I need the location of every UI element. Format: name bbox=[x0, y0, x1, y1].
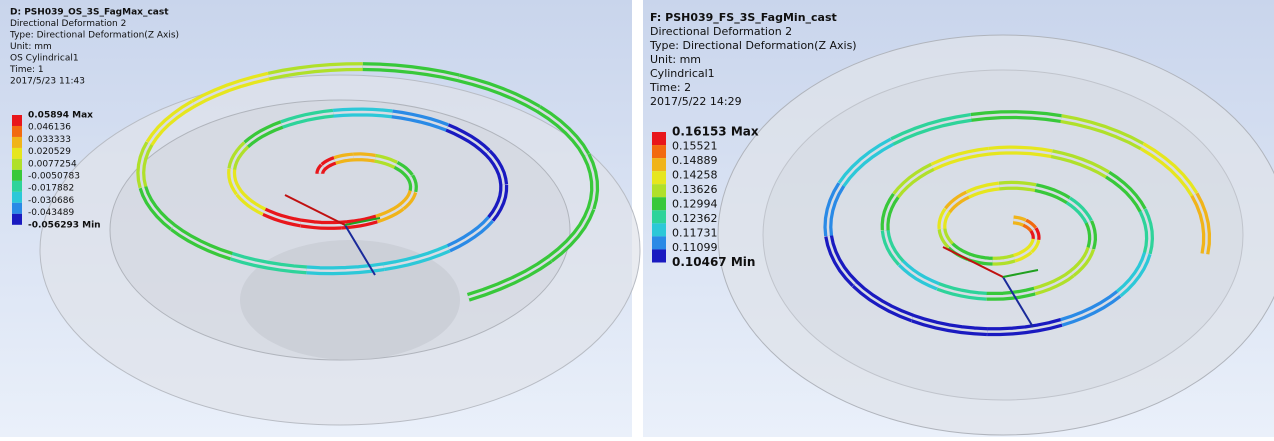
legend-swatch bbox=[12, 203, 22, 214]
result-info: Unit: mm bbox=[10, 42, 52, 52]
legend-swatch bbox=[12, 170, 22, 181]
result-info: Cylindrical1 bbox=[650, 67, 715, 80]
legend-label: 0.020529 bbox=[28, 147, 71, 157]
result-title: F: PSH039_FS_3S_FagMin_cast bbox=[650, 11, 837, 24]
legend-swatch bbox=[12, 192, 22, 203]
legend-swatch bbox=[652, 132, 666, 145]
page: D: PSH039_OS_3S_FagMax_castDirectional D… bbox=[0, 0, 1274, 437]
legend-label: 0.12362 bbox=[672, 212, 718, 225]
result-info: Unit: mm bbox=[650, 53, 701, 66]
result-info: Time: 1 bbox=[9, 65, 44, 75]
legend-label: 0.05894 Max bbox=[28, 111, 93, 121]
legend-swatch bbox=[12, 159, 22, 170]
result-info: Directional Deformation 2 bbox=[650, 25, 792, 38]
legend-swatch bbox=[12, 148, 22, 159]
screenshot: D: PSH039_OS_3S_FagMax_castDirectional D… bbox=[0, 0, 1274, 437]
result-title: D: PSH039_OS_3S_FagMax_cast bbox=[10, 8, 169, 18]
legend-swatch bbox=[652, 158, 666, 171]
legend-swatch bbox=[12, 115, 22, 126]
legend-label: -0.043489 bbox=[28, 208, 74, 218]
legend-label: 0.10467 Min bbox=[672, 255, 755, 269]
legend-swatch bbox=[652, 171, 666, 184]
legend-swatch bbox=[652, 210, 666, 223]
legend-swatch bbox=[12, 126, 22, 137]
legend-label: 0.12994 bbox=[672, 198, 718, 211]
legend-label: 0.033333 bbox=[28, 135, 71, 145]
legend-label: 0.11731 bbox=[672, 227, 718, 240]
housing-inner bbox=[763, 70, 1243, 400]
result-info: OS Cylindrical1 bbox=[10, 54, 79, 64]
legend-swatch bbox=[652, 184, 666, 197]
result-info: 2017/5/22 14:29 bbox=[650, 95, 742, 108]
legend-swatch bbox=[12, 214, 22, 225]
result-info: Type: Directional Deformation(Z Axis) bbox=[649, 39, 857, 52]
legend-label: 0.15521 bbox=[672, 140, 718, 153]
legend-label: 0.14258 bbox=[672, 169, 718, 182]
result-info: Time: 2 bbox=[649, 81, 691, 94]
legend-swatch bbox=[652, 197, 666, 210]
legend-label: -0.0050783 bbox=[28, 172, 80, 182]
legend-label: 0.14889 bbox=[672, 154, 718, 167]
result-info: 2017/5/23 11:43 bbox=[10, 77, 85, 87]
result-info: Type: Directional Deformation(Z Axis) bbox=[9, 31, 179, 41]
legend-label: -0.017882 bbox=[28, 184, 74, 194]
legend-swatch bbox=[652, 223, 666, 236]
legend-swatch bbox=[12, 181, 22, 192]
legend-swatch bbox=[652, 249, 666, 262]
legend-label: 0.046136 bbox=[28, 123, 71, 133]
legend-swatch bbox=[652, 145, 666, 158]
legend-swatch bbox=[12, 137, 22, 148]
spiral-gap bbox=[353, 157, 375, 159]
result-info: Directional Deformation 2 bbox=[10, 19, 126, 29]
legend-label: -0.030686 bbox=[28, 196, 74, 206]
legend-label: 0.0077254 bbox=[28, 159, 77, 169]
legend-label: 0.11099 bbox=[672, 241, 718, 254]
legend-label: 0.16153 Max bbox=[672, 125, 759, 139]
legend-swatch bbox=[652, 236, 666, 249]
legend-label: -0.056293 Min bbox=[28, 220, 101, 230]
legend-label: 0.13626 bbox=[672, 183, 718, 196]
